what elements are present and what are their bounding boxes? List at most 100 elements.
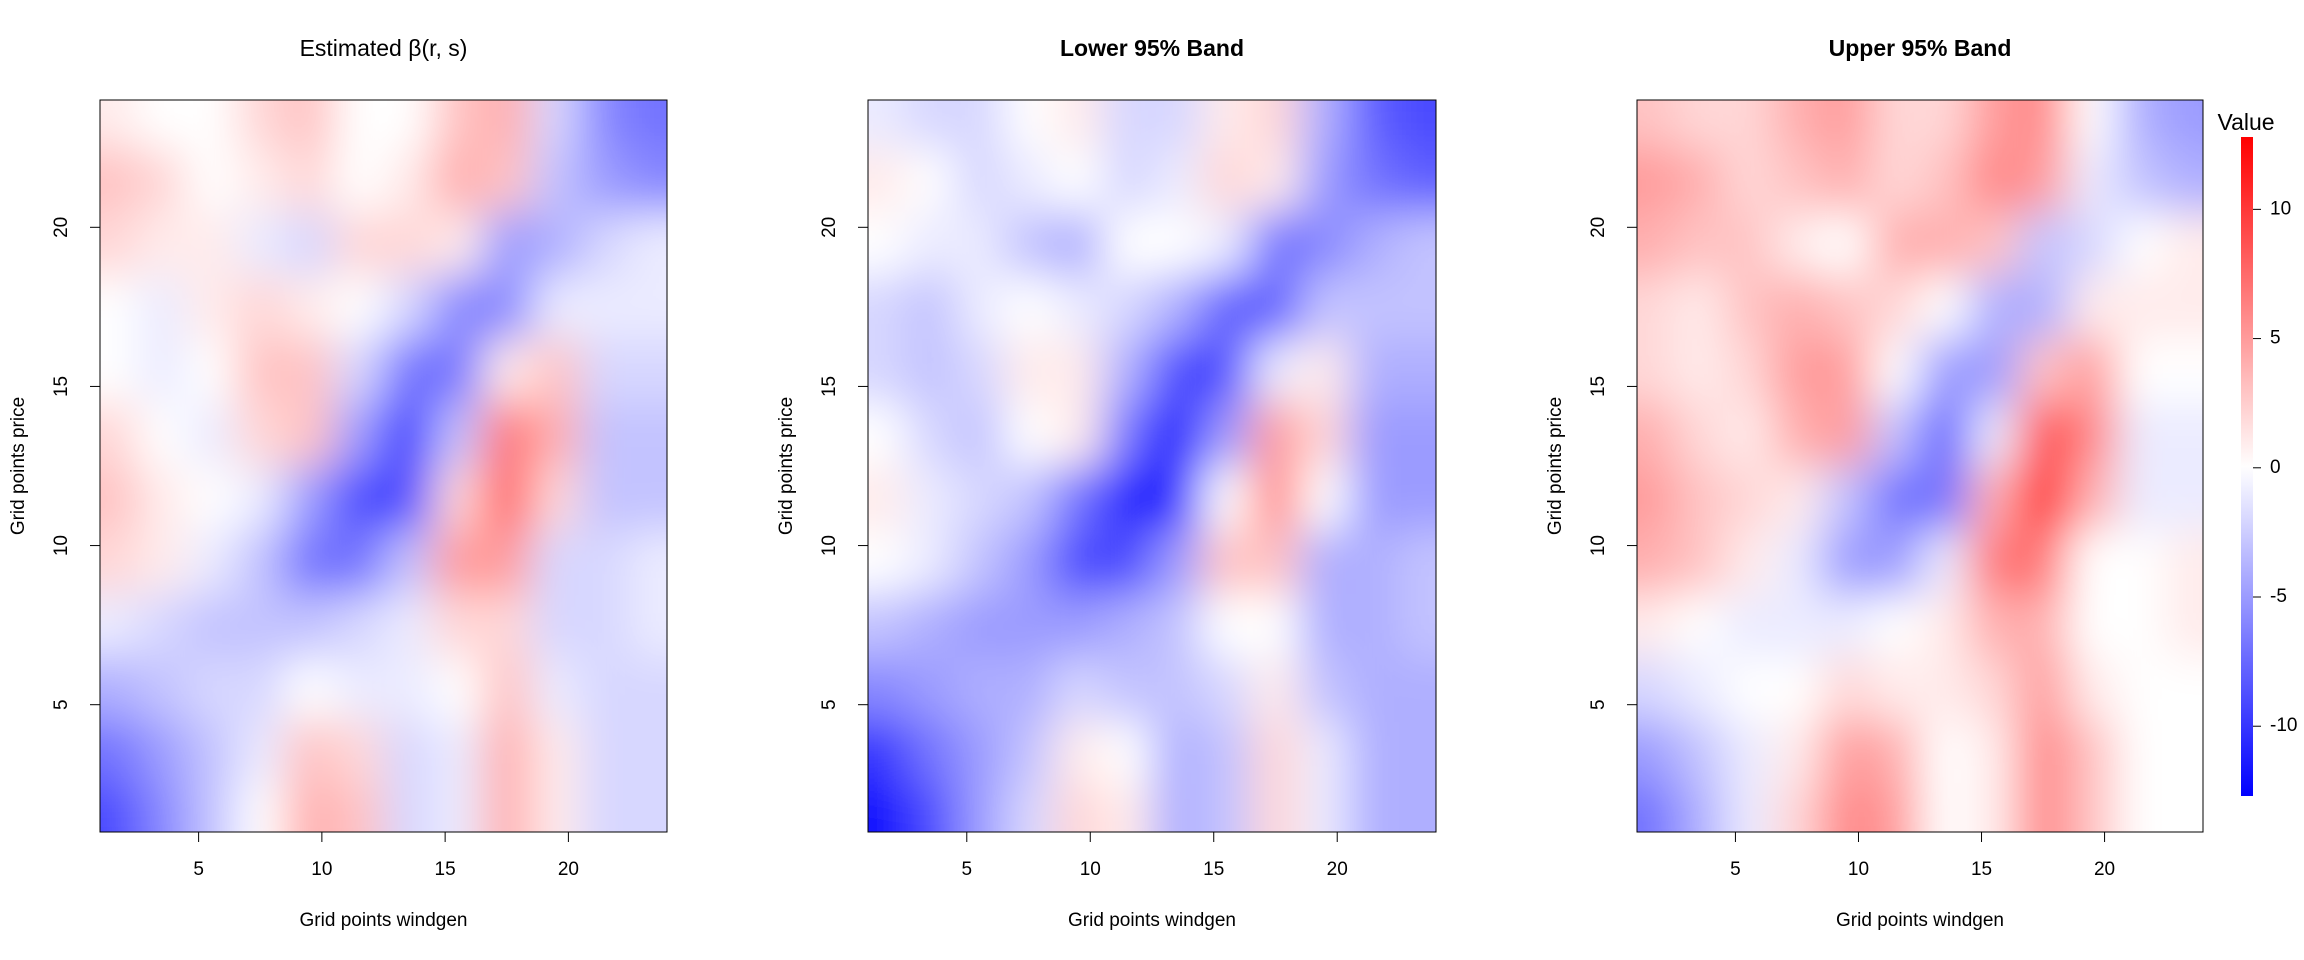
heatmap-cell — [1053, 466, 1104, 531]
heatmap-cell — [954, 466, 1005, 531]
heatmap-cell — [1201, 338, 1252, 403]
heatmap-cell — [1723, 784, 1773, 832]
heatmap-cell — [905, 784, 955, 832]
heatmap-cell — [1201, 529, 1252, 594]
heatmap-cell — [1152, 338, 1202, 403]
heatmap-cell — [284, 275, 335, 340]
heatmap-cell — [1102, 338, 1153, 403]
heatmap-cell — [1349, 402, 1400, 467]
heatmap-cell — [1723, 466, 1773, 531]
heatmap-cell — [1152, 147, 1202, 212]
heatmap-cell — [2018, 784, 2069, 832]
heatmap-cell — [1920, 100, 1970, 149]
heatmap-cell — [100, 211, 138, 276]
heatmap-cell — [1821, 211, 1872, 276]
heatmap-cell — [954, 529, 1005, 594]
heatmap-cell — [1723, 275, 1773, 340]
heatmap-cell — [432, 593, 483, 658]
heatmap-cell — [1250, 656, 1301, 722]
heatmap-cell — [2166, 275, 2203, 340]
heatmap-cell — [2067, 275, 2118, 340]
heatmap-cell — [1250, 147, 1301, 212]
heatmap-cell — [284, 402, 335, 467]
heatmap-cell — [1300, 100, 1351, 149]
heatmap-cell — [186, 466, 237, 531]
heatmap-cell — [1201, 466, 1252, 531]
x-tick-label: 15 — [1203, 859, 1224, 880]
heatmap-cell — [1969, 466, 2019, 531]
y-axis-label: Grid points price — [1545, 397, 1566, 535]
heatmap-cell — [136, 720, 187, 785]
heatmap-cell — [1969, 100, 2019, 149]
heatmap-cell — [868, 147, 906, 212]
heatmap-cell — [2018, 211, 2069, 276]
heatmap-cell — [432, 656, 483, 722]
heatmap-cell — [284, 720, 335, 785]
heatmap-cell — [1398, 656, 1436, 722]
heatmap-cell — [2116, 100, 2167, 149]
heatmap-cell — [2067, 784, 2118, 832]
heatmap-cell — [2018, 100, 2069, 149]
heatmap-cell — [2018, 147, 2069, 212]
heatmap-cell — [235, 466, 286, 531]
heatmap-cell — [868, 466, 906, 531]
heatmap-cell — [2067, 100, 2118, 149]
heatmap-cell — [1969, 147, 2019, 212]
chart-title: Upper 95% Band — [1829, 35, 2012, 61]
heatmap-cell — [1398, 593, 1436, 658]
heatmap-cell — [1102, 211, 1153, 276]
heatmap-cell — [1772, 593, 1823, 658]
heatmap-cell — [334, 529, 384, 594]
heatmap-cell — [1772, 784, 1823, 832]
heatmap-cell — [531, 784, 582, 832]
heatmap-cell — [954, 147, 1005, 212]
heatmap-cell — [1152, 656, 1202, 722]
heatmap-cell — [630, 720, 667, 785]
y-axis-label: Grid points price — [8, 397, 29, 535]
heatmap-cell — [1637, 720, 1675, 785]
x-tick-label: 10 — [1848, 859, 1869, 880]
heatmap-cell — [334, 338, 384, 403]
heatmap-cell — [580, 338, 631, 403]
x-tick-label: 20 — [2094, 859, 2115, 880]
heatmap-cell — [531, 211, 582, 276]
heatmap-cell — [186, 593, 237, 658]
heatmap-cell — [1102, 275, 1153, 340]
heatmap-cell — [1201, 100, 1252, 149]
heatmap-cell — [1152, 402, 1202, 467]
heatmap-cell — [1673, 656, 1724, 722]
heatmap-cell — [868, 338, 906, 403]
heatmap-cell — [284, 529, 335, 594]
heatmap-cell — [186, 402, 237, 467]
heatmap-cell — [1821, 100, 1872, 149]
heatmap-cell — [383, 593, 434, 658]
heatmap-cell — [1772, 211, 1823, 276]
heatmap-cells — [100, 100, 667, 832]
heatmap-cell — [531, 720, 582, 785]
heatmap-cell — [580, 466, 631, 531]
heatmap-cell — [1349, 211, 1400, 276]
heatmap-cell — [1870, 100, 1921, 149]
heatmap-cell — [954, 338, 1005, 403]
heatmap-cell — [284, 211, 335, 276]
heatmap-cell — [1152, 275, 1202, 340]
heatmap-cell — [1053, 529, 1104, 594]
heatmap-cell — [1398, 402, 1436, 467]
heatmap-cell — [235, 147, 286, 212]
y-tick-label: 5 — [51, 699, 72, 710]
heatmap-cell — [1772, 656, 1823, 722]
heatmap-cell — [2067, 656, 2118, 722]
heatmap-cell — [235, 275, 286, 340]
heatmap-cell — [1821, 466, 1872, 531]
heatmap-cell — [1250, 466, 1301, 531]
heatmap-cell — [284, 656, 335, 722]
heatmap-cell — [1201, 402, 1252, 467]
heatmap-cell — [1349, 593, 1400, 658]
heatmap-cell — [136, 784, 187, 832]
heatmap-cell — [1201, 593, 1252, 658]
heatmap-cell — [868, 402, 906, 467]
heatmap — [100, 100, 667, 832]
heatmap-cell — [1201, 656, 1252, 722]
heatmap-cell — [1003, 529, 1054, 594]
x-tick-label: 15 — [435, 859, 456, 880]
